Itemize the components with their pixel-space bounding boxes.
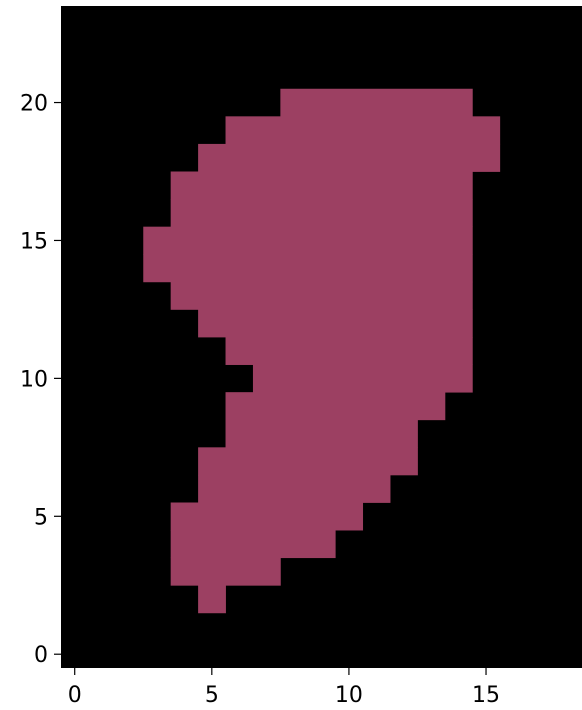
cell-run-row-7 — [198, 447, 418, 476]
cell-run-row-6 — [198, 474, 391, 503]
cell-run-row-9 — [225, 392, 446, 421]
x-tick-label: 5 — [205, 683, 219, 708]
cell-run-row-17 — [170, 171, 473, 200]
cell-run-row-12 — [198, 309, 473, 338]
y-tick-label: 15 — [20, 229, 48, 254]
y-tick-label: 20 — [20, 92, 48, 117]
y-tick-label: 10 — [20, 367, 48, 392]
cell-run-row-10 — [252, 364, 473, 393]
cell-run-row-15 — [143, 226, 473, 255]
x-tick-label: 0 — [68, 683, 82, 708]
cell-run-row-20 — [280, 88, 473, 117]
cell-run-row-4 — [170, 530, 336, 559]
y-axis: 0 5 10 15 20 — [20, 92, 61, 668]
cell-run-row-13 — [170, 281, 473, 310]
cell-run-row-5 — [170, 502, 364, 531]
cell-run-row-14 — [143, 254, 473, 283]
cell-run-row-19 — [225, 116, 501, 145]
cell-run-row-2 — [198, 585, 226, 614]
cell-run-row-16 — [170, 199, 473, 228]
x-tick-label: 10 — [335, 683, 363, 708]
cell-run-row-18 — [198, 143, 501, 172]
cell-run-row-3 — [170, 557, 281, 586]
cell-run-row-11 — [225, 337, 473, 365]
data-cells — [143, 88, 501, 614]
x-tick-label: 15 — [472, 683, 500, 708]
y-tick-label: 0 — [34, 643, 48, 668]
cell-run-row-8 — [225, 419, 418, 448]
y-tick-label: 5 — [34, 505, 48, 530]
x-axis: 0 5 10 15 — [68, 668, 500, 708]
